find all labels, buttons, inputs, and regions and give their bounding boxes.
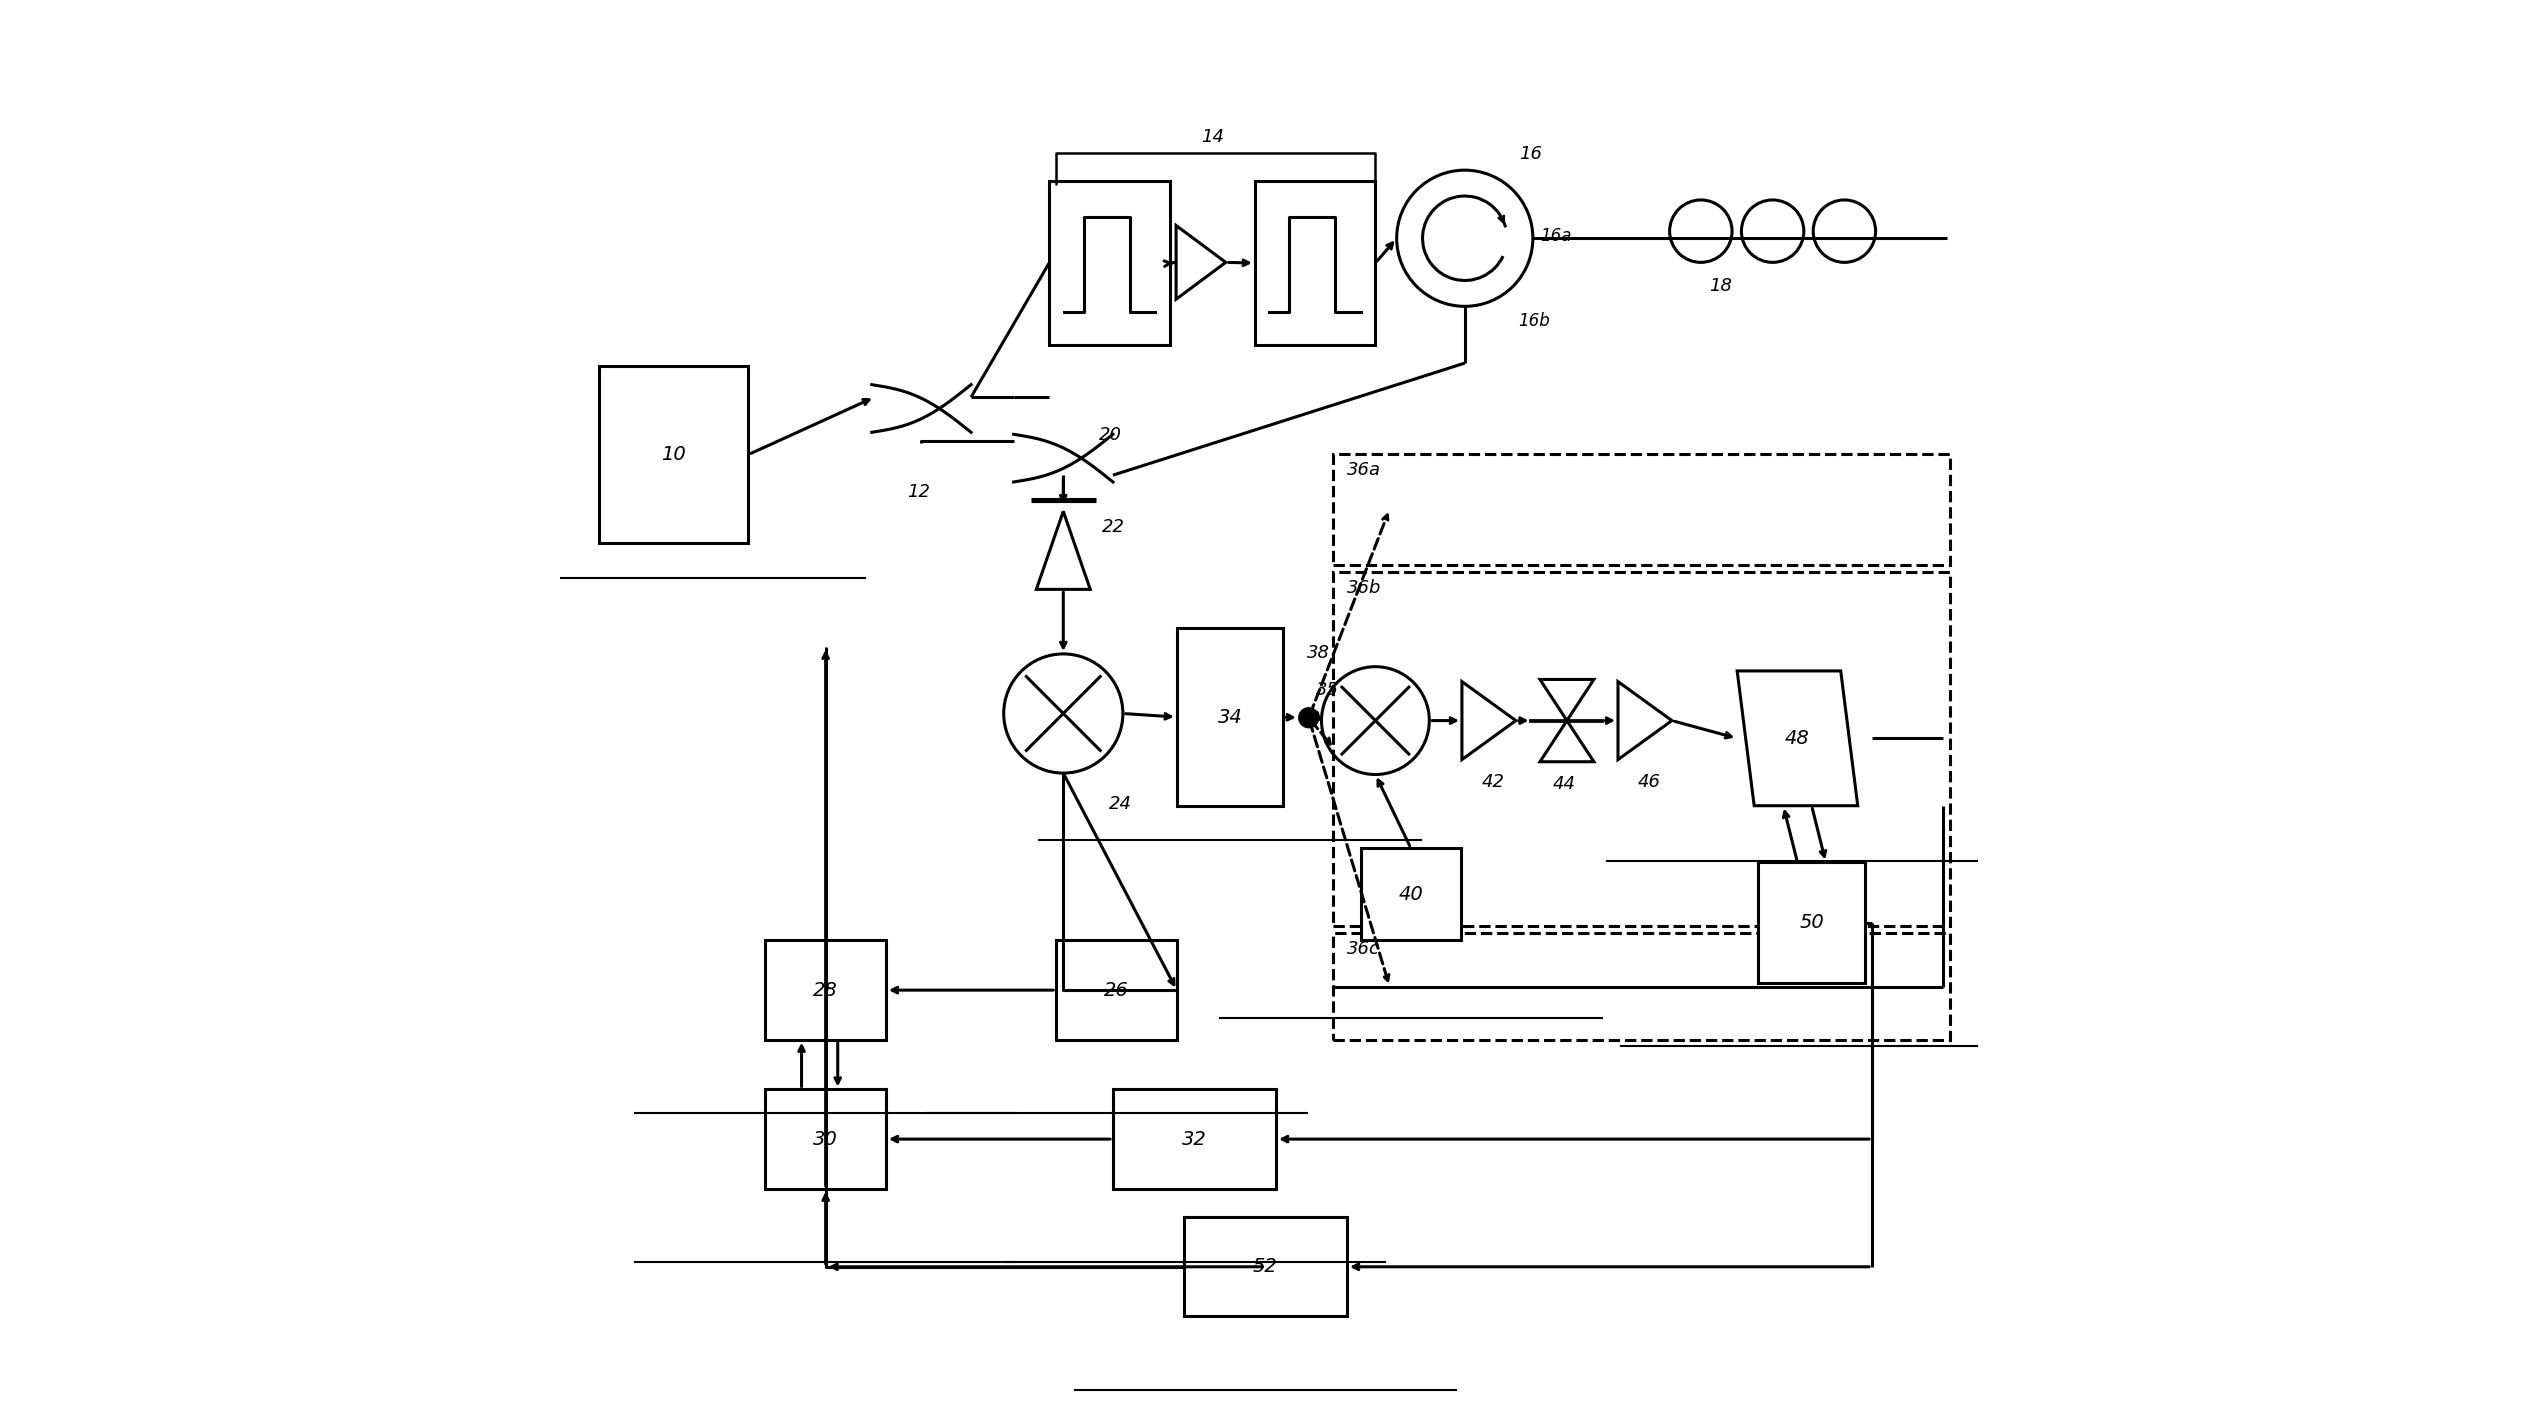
Bar (766, 940, 886, 1040)
Text: 32: 32 (1183, 1130, 1208, 1149)
Bar (1254, 181, 1376, 345)
Bar (1332, 454, 1949, 565)
Text: 44: 44 (1553, 775, 1576, 793)
Text: 35: 35 (1315, 681, 1340, 699)
Text: 26: 26 (1104, 980, 1129, 1000)
Bar (1332, 933, 1949, 1040)
Text: 36c: 36c (1348, 940, 1381, 959)
Text: 16: 16 (1518, 146, 1541, 163)
Text: 46: 46 (1637, 773, 1660, 791)
Text: 12: 12 (906, 482, 931, 501)
Bar (1048, 181, 1170, 345)
Text: 28: 28 (812, 980, 838, 1000)
Text: 34: 34 (1218, 708, 1244, 726)
Text: 16a: 16a (1541, 227, 1571, 245)
Text: 40: 40 (1398, 885, 1424, 903)
Text: 36b: 36b (1348, 579, 1381, 596)
Text: 22: 22 (1101, 518, 1124, 537)
Text: 10: 10 (662, 445, 685, 464)
Bar (1114, 1089, 1277, 1189)
Text: 50: 50 (1799, 913, 1825, 932)
Bar (766, 1089, 886, 1189)
Bar (1056, 940, 1178, 1040)
Text: 42: 42 (1482, 773, 1505, 791)
Bar (1183, 1217, 1348, 1317)
Text: 24: 24 (1109, 795, 1132, 813)
Text: 16b: 16b (1518, 313, 1551, 331)
Text: 20: 20 (1099, 425, 1122, 444)
Bar (1332, 572, 1949, 926)
Text: 36a: 36a (1348, 461, 1381, 479)
Text: 38: 38 (1307, 645, 1330, 662)
Text: 18: 18 (1708, 277, 1731, 295)
Bar (1759, 862, 1865, 983)
Text: 48: 48 (1784, 729, 1810, 748)
Bar (1178, 628, 1284, 806)
Text: 52: 52 (1254, 1257, 1277, 1276)
Text: 14: 14 (1200, 128, 1226, 146)
Bar (599, 365, 749, 544)
Bar (1360, 848, 1459, 940)
Circle shape (1299, 708, 1320, 728)
Text: 30: 30 (812, 1130, 838, 1149)
